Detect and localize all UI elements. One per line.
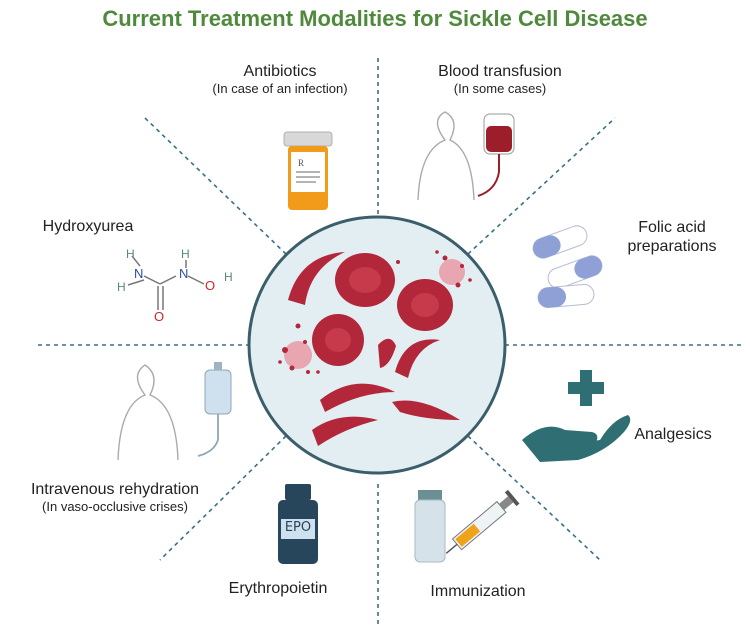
divider-lines [38,58,745,628]
label-folic-acid: Folic acid preparations [627,219,717,255]
label-blood-note: (In some cases) [453,81,547,96]
capsules-icon [532,225,603,309]
label-erythropoietin: Erythropoietin [228,580,328,597]
molecule-atom-n2: N [179,266,189,281]
molecule-icon [127,255,205,310]
vaccine-icon [414,489,520,563]
label-iv-note: (In vaso-occlusive crises) [42,499,188,514]
blood-bag-icon [417,111,515,201]
svg-text:R: R [298,158,304,168]
molecule-atom-h1: H [126,247,135,261]
label-iv-title: Intravenous rehydration [30,481,200,498]
divider-bottom-right [467,435,601,561]
divider-top-left [144,117,287,255]
hand-cross-icon [522,370,631,462]
divider-bottom-left [159,435,287,561]
label-immunization: Immunization [430,583,526,600]
label-iv-rehydration: Intravenous rehydration (In vaso-occlusi… [10,480,220,515]
label-antibiotics-title: Antibiotics [243,63,317,80]
epo-bottle-icon [278,484,318,564]
label-antibiotics-note: (In case of an infection) [212,81,348,96]
divider-top-right [467,117,616,255]
page-title: Current Treatment Modalities for Sickle … [102,6,648,31]
epo-label: EPO [284,520,312,535]
iv-drip-icon [117,362,232,461]
molecule-atom-h2: H [117,280,126,294]
pill-bottle-icon: R [283,131,333,210]
sickle-cells-icon [247,215,507,475]
molecule-atom-h4: H [224,270,233,284]
molecule-atom-o1: O [154,309,165,324]
molecule-atom-n1: N [134,266,144,281]
label-blood-title: Blood transfusion [438,63,562,80]
molecule-atom-o2: O [205,278,216,293]
label-antibiotics: Antibiotics (In case of an infection) [190,62,370,97]
label-hydroxyurea: Hydroxyurea [42,218,134,235]
label-blood-transfusion: Blood transfusion (In some cases) [415,62,585,97]
label-analgesics: Analgesics [634,426,712,443]
molecule-atom-h3: H [181,247,190,261]
